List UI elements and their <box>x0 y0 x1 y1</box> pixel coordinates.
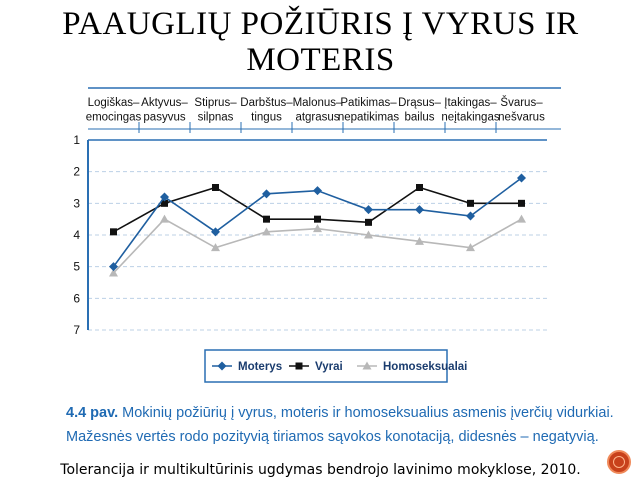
y-tick-label: 3 <box>73 196 80 210</box>
series-0 <box>109 173 526 272</box>
data-point <box>211 227 220 237</box>
data-point <box>415 236 424 245</box>
y-tick-label: 1 <box>73 133 80 147</box>
data-point <box>518 199 525 207</box>
data-point <box>466 211 475 221</box>
y-tick-label: 7 <box>73 323 80 337</box>
data-point <box>211 243 220 252</box>
figure-caption-line-2: Mažesnės vertės rodo pozityvią tiriamos … <box>66 429 599 445</box>
slide-title-line-1: PAAUGLIŲ POŽIŪRIS Į VYRUS IR <box>62 6 579 42</box>
data-point <box>295 362 303 370</box>
data-point <box>109 268 118 277</box>
figure-caption: 4.4 pav. Mokinių požiūrių į vyrus, moter… <box>66 405 626 421</box>
figure-caption-label: 4.4 pav. <box>66 405 119 421</box>
category-label: Malonus– atgrasus <box>293 97 343 124</box>
category-label: Švarus– nešvarus <box>498 96 545 124</box>
legend-label: Vyrai <box>315 361 343 373</box>
slide-title-line-2: MOTERIS <box>246 42 395 78</box>
data-point <box>212 184 219 191</box>
series-2 <box>109 214 526 277</box>
data-point <box>160 192 169 202</box>
legend-item: Vyrai <box>289 361 343 373</box>
data-point <box>415 205 424 215</box>
series-1 <box>110 184 525 236</box>
data-point <box>313 186 322 196</box>
category-label: Drąsus– bailus <box>398 97 441 124</box>
slide-title: PAAUGLIŲ POŽIŪRIS Į VYRUS IR MOTERIS <box>0 6 641 78</box>
data-point <box>467 199 474 207</box>
slide-nav-button[interactable] <box>607 450 631 474</box>
data-point <box>262 189 271 199</box>
grid-lines <box>88 171 547 331</box>
data-point <box>109 262 118 272</box>
data-point <box>416 184 423 191</box>
legend-item: Homoseksualai <box>357 361 467 373</box>
data-point <box>517 214 526 223</box>
data-point <box>110 228 117 236</box>
y-tick-label: 5 <box>73 260 80 274</box>
data-point <box>362 361 372 370</box>
data-point <box>365 218 372 226</box>
data-point <box>313 224 322 233</box>
data-point <box>364 205 373 215</box>
legend-box <box>204 349 448 383</box>
category-label: Stiprus– silpnas <box>194 97 237 124</box>
series-lines <box>109 173 526 277</box>
data-point <box>217 361 227 371</box>
category-label: Patikimas– nepatikimas <box>338 97 400 124</box>
legend: Moterys Vyrai Homoseksualai <box>204 349 467 383</box>
legend-item: Moterys <box>212 361 282 373</box>
data-point <box>160 214 169 223</box>
data-point <box>364 230 373 239</box>
data-point <box>161 199 168 207</box>
legend-label: Moterys <box>238 361 282 373</box>
category-label: Įtakingas– neįtakingas <box>441 97 499 124</box>
data-point <box>466 243 475 252</box>
data-point <box>517 173 526 183</box>
legend-label: Homoseksualai <box>383 361 467 373</box>
category-label: Darbštus– tingus <box>240 97 293 124</box>
y-tick-label: 4 <box>73 228 80 242</box>
data-point <box>262 227 271 236</box>
y-tick-label: 6 <box>73 291 80 305</box>
y-tick-label: 2 <box>73 165 80 179</box>
source-citation: Tolerancija ir multikultūrinis ugdymas b… <box>60 462 581 478</box>
data-point <box>314 215 321 223</box>
figure-caption-text: Mokinių požiūrių į vyrus, moteris ir hom… <box>118 405 614 421</box>
category-label: Logiškas– emocingas <box>86 97 142 124</box>
data-point <box>263 215 270 223</box>
category-label: Aktyvus– pasyvus <box>141 97 188 124</box>
axes: 1 2 3 4 5 6 7 <box>73 133 547 337</box>
